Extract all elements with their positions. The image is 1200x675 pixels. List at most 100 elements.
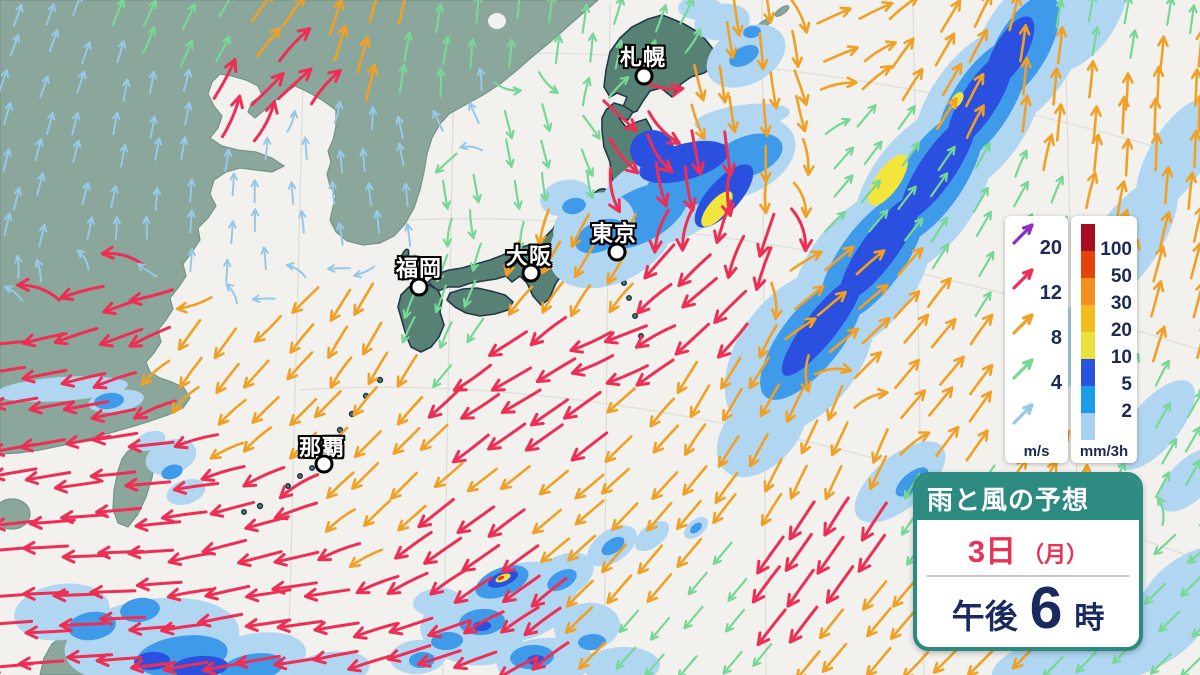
wind-arrow: [897, 185, 917, 210]
wind-arrow: [503, 240, 521, 277]
wind-arrow: [59, 618, 107, 632]
forecast-period: 午後: [951, 598, 1018, 635]
wind-arrow: [329, 356, 353, 389]
forecast-title: 雨と風の予想: [917, 476, 1139, 520]
wind-arrow: [928, 386, 954, 417]
wind-arrow: [717, 434, 740, 468]
wind-arrow: [969, 363, 994, 396]
wind-arrow: [865, 647, 892, 675]
wind-arrow: [540, 537, 571, 564]
wind-arrow: [209, 441, 245, 460]
wind-arrow: [22, 540, 69, 555]
wind-arrow: [513, 180, 523, 210]
wind-arrow: [361, 321, 383, 356]
wind-arrow: [714, 472, 739, 504]
wind-arrow: [21, 368, 68, 384]
wind-arrow: [200, 465, 246, 482]
rain-scale-value: 100: [1100, 239, 1132, 260]
rain-cell: [220, 653, 284, 675]
wind-arrow: [223, 258, 232, 283]
wind-arrow: [614, 39, 625, 70]
wind-arrow: [649, 617, 670, 641]
wind-arrow: [792, 181, 813, 219]
wind-arrow: [537, 71, 559, 94]
rain-cell: [639, 140, 729, 184]
wind-arrow: [487, 508, 526, 538]
wind-arrow: [608, 76, 630, 99]
wind-arrow: [368, 106, 378, 131]
wind-arrow: [53, 327, 99, 346]
wind-arrow: [823, 45, 859, 63]
rain-cell: [0, 376, 128, 402]
wind-arrow: [888, 0, 918, 21]
wind-arrow: [978, 250, 995, 278]
wind-arrow: [287, 181, 297, 206]
wind-arrow: [456, 505, 496, 534]
city-dot: [607, 242, 627, 262]
wind-arrow: [965, 72, 985, 108]
wind-arrow: [400, 315, 416, 344]
wind-arrow: [565, 579, 594, 608]
wind-arrow: [278, 473, 320, 500]
wind-arrow: [128, 622, 176, 636]
wind-arrow: [356, 36, 371, 74]
wind-arrow: [654, 4, 668, 33]
wind-arrow: [19, 438, 66, 453]
wind-arrow: [756, 608, 787, 647]
wind-arrow: [286, 351, 314, 381]
wind-arrow: [116, 40, 127, 64]
wind-arrow: [530, 576, 568, 608]
wind-arrow: [570, 354, 615, 377]
wind-arrow: [816, 290, 847, 317]
wind-arrow: [897, 247, 924, 277]
rain-cell: [94, 392, 124, 410]
wind-arrow: [826, 384, 844, 421]
wind-arrow: [173, 433, 219, 450]
wind-arrow: [941, 62, 963, 97]
wind-arrow: [312, 649, 359, 665]
wind-arrow: [585, 169, 595, 200]
wind-arrow: [59, 284, 105, 301]
wind-arrow: [1144, 582, 1166, 605]
wind-arrow: [90, 407, 137, 423]
wind-arrow: [647, 110, 681, 145]
wind-arrow: [791, 29, 804, 69]
wind-arrow: [364, 63, 379, 102]
wind-arrow: [863, 40, 897, 63]
wind-arrow: [1180, 576, 1200, 598]
wind-speed-arrow-icon: [1012, 313, 1034, 335]
wind-arrow: [365, 182, 374, 207]
wind-arrow: [718, 65, 730, 104]
wind-arrow: [602, 99, 638, 132]
city-dot: [409, 277, 429, 297]
forecast-date-day: 3日: [967, 534, 1017, 569]
wind-arrow: [182, 68, 193, 92]
wind-arrow: [453, 650, 498, 671]
wind-arrow: [760, 98, 772, 137]
wind-arrow: [14, 254, 23, 279]
wind-arrow: [821, 642, 848, 673]
wind-arrow: [813, 362, 853, 376]
wind-arrow: [76, 70, 87, 94]
wind-arrow: [436, 67, 446, 98]
wind-arrow: [175, 296, 213, 314]
wind-arrow: [72, 139, 82, 163]
city-dot: [521, 263, 541, 283]
wind-arrow: [329, 288, 352, 322]
wind-arrow: [353, 282, 375, 316]
wind-arrow: [336, 149, 345, 174]
wind-speed-arrow-icon: [1012, 268, 1034, 290]
wind-arrow: [1180, 656, 1200, 675]
wind-arrow: [1156, 496, 1166, 527]
wind-arrow: [24, 625, 72, 640]
wind-arrow: [1054, 103, 1066, 142]
wind-arrow: [427, 619, 472, 639]
wind-arrow: [320, 426, 349, 455]
wind-arrow: [1189, 129, 1200, 169]
wind-arrow: [1186, 551, 1200, 564]
rain-cell: [1030, 0, 1130, 72]
rain-cell: [161, 464, 183, 480]
wind-arrow: [529, 398, 569, 427]
wind-arrow: [242, 466, 286, 488]
